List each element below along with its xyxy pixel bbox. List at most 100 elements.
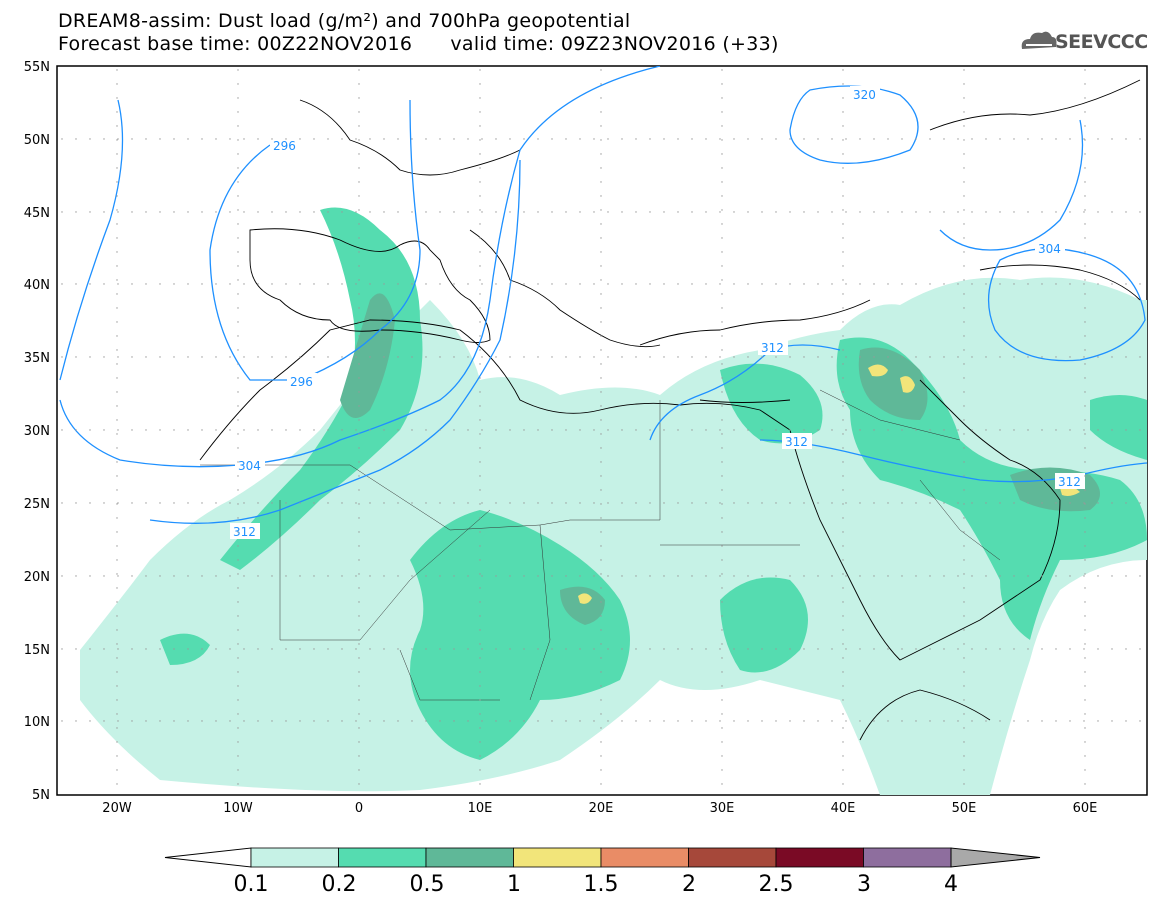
colorbar-segment xyxy=(513,847,602,868)
lon-label: 30E xyxy=(710,801,735,816)
graticule-dot xyxy=(971,575,973,577)
graticule-dot xyxy=(579,502,581,504)
graticule-dot xyxy=(915,211,917,213)
graticule-dot xyxy=(173,429,175,431)
graticule-dot xyxy=(215,211,217,213)
graticule-dot xyxy=(159,648,161,650)
graticule-dot xyxy=(1083,720,1085,722)
graticule-dot xyxy=(887,575,889,577)
graticule-dot xyxy=(963,321,965,323)
graticule-dot xyxy=(943,648,945,650)
graticule-dot xyxy=(61,283,63,285)
graticule-dot xyxy=(593,429,595,431)
graticule-dot xyxy=(957,356,959,358)
graticule-dot xyxy=(775,138,777,140)
graticule-dot xyxy=(495,356,497,358)
graticule-dot xyxy=(145,502,147,504)
graticule-dot xyxy=(600,699,602,701)
graticule-dot xyxy=(358,419,360,421)
graticule-dot xyxy=(600,125,602,127)
graticule-dot xyxy=(803,356,805,358)
graticule-dot xyxy=(237,629,239,631)
graticule-dot xyxy=(593,356,595,358)
graticule-dot xyxy=(479,573,481,575)
graticule-dot xyxy=(963,153,965,155)
graticule-dot xyxy=(607,138,609,140)
graticule-dot xyxy=(600,391,602,393)
graticule-dot xyxy=(721,349,723,351)
graticule-dot xyxy=(1084,769,1086,771)
graticule-dot xyxy=(201,648,203,650)
graticule-dot xyxy=(313,575,315,577)
graticule-dot xyxy=(1055,138,1057,140)
graticule-dot xyxy=(285,429,287,431)
graticule-dot xyxy=(842,629,844,631)
graticule-dot xyxy=(369,211,371,213)
graticule-dot xyxy=(1084,69,1086,71)
graticule-dot xyxy=(358,587,360,589)
graticule-dot xyxy=(116,741,118,743)
graticule-dot xyxy=(358,531,360,533)
graticule-dot xyxy=(1083,138,1085,140)
graticule-dot xyxy=(1069,429,1071,431)
graticule-dot xyxy=(145,720,147,722)
graticule-dot xyxy=(721,125,723,127)
graticule-dot xyxy=(1097,283,1099,285)
graticule-dot xyxy=(963,531,965,533)
graticule-dot xyxy=(803,720,805,722)
graticule-dot xyxy=(761,502,763,504)
graticule-dot xyxy=(479,643,481,645)
graticule-dot xyxy=(479,783,481,785)
graticule-dot xyxy=(355,356,357,358)
graticule-dot xyxy=(677,648,679,650)
graticule-dot xyxy=(971,720,973,722)
graticule-dot xyxy=(237,489,239,491)
graticule-dot xyxy=(285,575,287,577)
graticule-dot xyxy=(901,356,903,358)
graticule-dot xyxy=(89,138,91,140)
graticule-dot xyxy=(201,720,203,722)
graticule-dot xyxy=(901,502,903,504)
graticule-dot xyxy=(479,209,481,211)
graticule-dot xyxy=(721,643,723,645)
graticule-dot xyxy=(691,575,693,577)
graticule-dot xyxy=(1041,356,1043,358)
graticule-dot xyxy=(411,283,413,285)
graticule-dot xyxy=(963,699,965,701)
graticule-dot xyxy=(358,573,360,575)
graticule-dot xyxy=(929,356,931,358)
graticule-dot xyxy=(131,502,133,504)
graticule-dot xyxy=(1084,363,1086,365)
graticule-dot xyxy=(1084,321,1086,323)
graticule-dot xyxy=(1055,356,1057,358)
graticule-dot xyxy=(1139,648,1141,650)
graticule-dot xyxy=(775,211,777,213)
graticule-dot xyxy=(842,741,844,743)
graticule-dot xyxy=(89,648,91,650)
graticule-dot xyxy=(635,648,637,650)
graticule-dot xyxy=(929,720,931,722)
colorbar-label: 0.2 xyxy=(322,872,357,897)
graticule-dot xyxy=(479,237,481,239)
graticule-dot xyxy=(479,671,481,673)
graticule-dot xyxy=(103,138,105,140)
graticule-dot xyxy=(600,405,602,407)
graticule-dot xyxy=(495,283,497,285)
graticule-dot xyxy=(565,211,567,213)
graticule-dot xyxy=(649,575,651,577)
graticule-dot xyxy=(479,97,481,99)
graticule-dot xyxy=(285,648,287,650)
graticule-dot xyxy=(358,167,360,169)
graticule-dot xyxy=(397,720,399,722)
graticule-dot xyxy=(237,475,239,477)
graticule-dot xyxy=(1084,335,1086,337)
graticule-dot xyxy=(842,321,844,323)
graticule-dot xyxy=(131,575,133,577)
graticule-dot xyxy=(691,429,693,431)
graticule-dot xyxy=(1055,502,1057,504)
graticule-dot xyxy=(1041,720,1043,722)
graticule-dot xyxy=(1097,720,1099,722)
graticule-dot xyxy=(341,138,343,140)
graticule-dot xyxy=(842,181,844,183)
graticule-dot xyxy=(761,575,763,577)
